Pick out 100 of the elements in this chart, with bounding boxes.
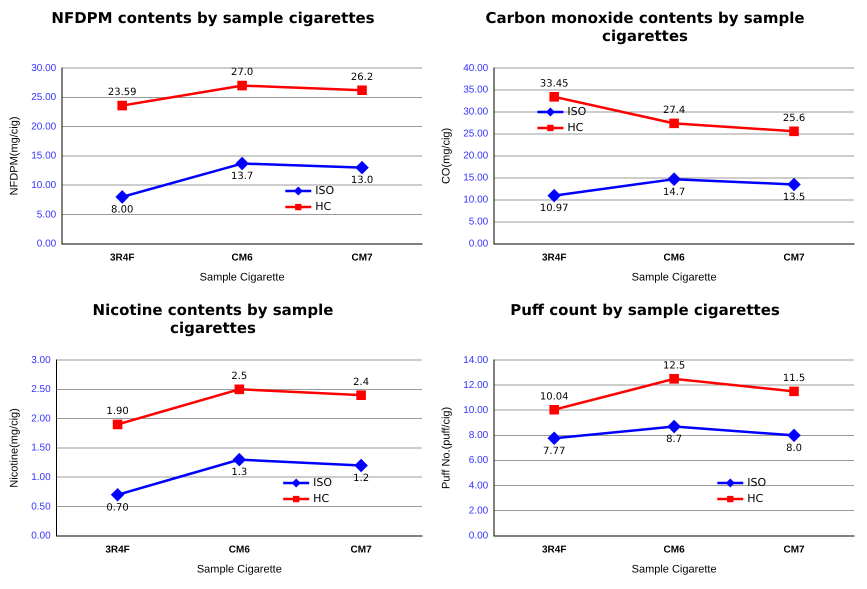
y-axis-title: CO(mg/cig)	[440, 128, 453, 184]
legend-label: ISO	[567, 104, 587, 118]
data-label: 13.5	[782, 192, 806, 204]
y-axis-title: Nicotine(mg/cig)	[8, 408, 21, 488]
y-tick-label: 12.00	[463, 380, 489, 391]
data-label: 2.4	[353, 376, 370, 388]
legend-label: HC	[567, 120, 584, 134]
data-label: 14.7	[662, 186, 686, 198]
y-tick-label: 25.00	[31, 92, 57, 104]
y-tick-label: 10.00	[463, 194, 489, 206]
data-label: 33.45	[540, 78, 569, 90]
point	[668, 420, 680, 433]
point	[669, 118, 679, 128]
point	[234, 384, 244, 394]
data-label: 26.2	[350, 72, 374, 83]
data-label: 12.5	[662, 360, 686, 372]
x-tick-label: 3R4F	[105, 544, 130, 556]
data-label: 10.04	[540, 391, 569, 402]
x-tick-label: CM6	[664, 252, 686, 264]
x-tick-label: CM6	[664, 544, 686, 556]
x-tick-label: 3R4F	[542, 252, 566, 264]
y-tick-label: 20.00	[463, 150, 489, 162]
y-tick-label: 35.00	[463, 84, 489, 96]
y-tick-label: 10.00	[463, 404, 489, 416]
y-tick-label: 20.00	[31, 121, 57, 132]
legend-label: ISO	[747, 476, 767, 489]
data-label: 1.2	[353, 473, 370, 484]
x-tick-label: CM7	[350, 544, 372, 556]
legend-label: HC	[313, 492, 330, 505]
data-label: 1.3	[231, 467, 248, 478]
y-tick-label: 1.00	[31, 472, 52, 483]
data-label: 25.6	[782, 112, 806, 124]
point	[233, 453, 246, 466]
point	[788, 429, 800, 442]
y-tick-label: 0.50	[31, 501, 52, 512]
y-tick-label: 8.00	[468, 430, 489, 442]
x-tick-label: 3R4F	[542, 544, 566, 556]
data-label: 8.7	[666, 434, 682, 446]
y-tick-label: 5.00	[36, 209, 57, 220]
y-tick-label: 0.00	[36, 238, 57, 250]
point	[788, 178, 800, 191]
y-tick-label: 30.00	[463, 106, 489, 118]
legend-label: ISO	[313, 476, 332, 489]
point	[789, 386, 799, 396]
point	[236, 157, 248, 170]
point	[669, 374, 679, 384]
y-tick-label: 2.00	[468, 505, 489, 516]
data-label: 0.70	[106, 502, 129, 514]
y-axis-title: NFDPM(mg/cig)	[8, 116, 21, 196]
legend-label: ISO	[315, 184, 335, 197]
y-tick-label: 15.00	[31, 150, 57, 162]
data-label: 23.59	[108, 87, 137, 98]
x-axis-title: Sample Cigarette	[196, 563, 282, 576]
x-tick-label: 3R4F	[110, 252, 134, 264]
data-label: 11.5	[782, 372, 806, 384]
chart-title: Nicotine contents by sample cigarettes	[92, 300, 334, 337]
x-axis-title: Sample Cigarette	[632, 563, 717, 576]
y-tick-label: 0.00	[31, 530, 52, 542]
y-tick-label: 1.50	[31, 442, 52, 454]
x-tick-label: CM7	[783, 252, 806, 264]
legend-label: HC	[747, 492, 764, 505]
point	[111, 488, 124, 502]
y-tick-label: 15.00	[463, 172, 489, 184]
chart-title: Puff count by sample cigarettes	[510, 300, 780, 319]
point	[356, 390, 366, 400]
y-tick-label: 14.00	[463, 354, 489, 366]
x-tick-label: CM7	[783, 544, 806, 556]
x-tick-label: CM6	[232, 252, 254, 264]
point	[668, 172, 680, 186]
chart-title: Carbon monoxide contents by sample cigarettes	[485, 8, 805, 45]
x-axis-title: Sample Cigarette	[200, 271, 285, 284]
y-tick-label: 2.00	[31, 413, 52, 424]
data-label: 2.5	[231, 370, 248, 382]
x-tick-label: CM7	[351, 252, 374, 264]
data-label: 13.0	[350, 175, 374, 186]
data-label: 27.0	[230, 67, 254, 78]
y-axis-title: Puff No.(puff/cig)	[440, 406, 453, 489]
point	[117, 100, 127, 110]
data-label: 10.97	[540, 203, 569, 214]
data-label: 27.4	[662, 104, 686, 116]
y-tick-label: 30.00	[31, 62, 57, 74]
data-label: 13.7	[230, 171, 254, 182]
point	[548, 432, 560, 444]
y-tick-label: 3.00	[31, 354, 52, 366]
point	[354, 459, 368, 472]
y-tick-label: 40.00	[463, 62, 489, 74]
point	[112, 420, 122, 430]
data-label: 8.00	[111, 204, 134, 216]
point	[548, 189, 560, 202]
y-tick-label: 10.00	[31, 180, 57, 191]
data-label: 8.0	[786, 442, 802, 454]
point	[357, 85, 367, 96]
x-tick-label: CM6	[228, 544, 250, 556]
y-tick-label: 2.50	[31, 384, 52, 396]
point	[237, 80, 247, 90]
data-label: 1.90	[106, 406, 129, 418]
point	[789, 126, 799, 136]
point	[549, 404, 559, 415]
y-tick-label: 6.00	[468, 455, 489, 466]
y-tick-label: 0.00	[468, 530, 489, 542]
